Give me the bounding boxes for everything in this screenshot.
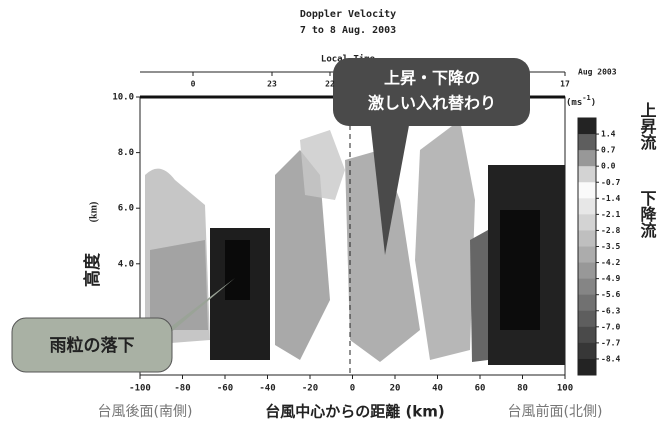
y-axis-unit: (km) [88, 202, 99, 223]
chart: Doppler Velocity 7 to 8 Aug. 2003 Local … [0, 0, 660, 427]
colorbar-tick-label: -5.6 [601, 290, 620, 299]
colorbar-swatch [578, 214, 596, 231]
colorbar-swatch [578, 182, 596, 199]
colorbar-swatch [578, 311, 596, 328]
colorbar-swatch [578, 263, 596, 280]
top-axis-note: Aug 2003 [578, 68, 617, 77]
x-tick-label: 40 [432, 384, 443, 394]
colorbar-swatch [578, 247, 596, 264]
x-tick-label: -80 [174, 384, 190, 394]
x-tick-label: 100 [557, 384, 573, 394]
colorbar-tick-label: -6.3 [601, 306, 620, 315]
downdraft-label: 下降流 [638, 190, 657, 239]
colorbar-unit-text: (ms [566, 98, 582, 108]
x-tick-label: -40 [259, 384, 275, 394]
colorbar-swatch [578, 359, 596, 376]
colorbar-swatch [578, 327, 596, 344]
exchange-text: 激しい入れ替わり [368, 94, 496, 113]
colorbar-swatch [578, 150, 596, 167]
x-tick-label: 0 [350, 384, 355, 394]
colorbar-tick-label: -0.7 [601, 178, 620, 187]
y-tick-label: 4.0 [118, 259, 134, 269]
colorbar-tick-label: -7.7 [601, 338, 620, 347]
colorbar-swatch [578, 134, 596, 151]
colorbar-tick-label: 1.4 [601, 130, 616, 139]
colorbar-tick-label: 0.7 [601, 146, 616, 155]
rain-text: 雨粒の落下 [50, 335, 135, 356]
x-tick-label: -60 [217, 384, 233, 394]
colorbar-tick-label: -2.1 [601, 210, 620, 219]
chart-title: Doppler Velocity [300, 8, 396, 20]
colorbar-tick-label: -3.5 [601, 242, 620, 251]
updraft-label: 上昇流 [638, 102, 657, 151]
colorbar-swatch [578, 295, 596, 312]
colorbar-tick-label: -7.0 [601, 322, 620, 331]
colorbar-tick-label: -8.4 [601, 354, 620, 363]
x-tick-label: -20 [302, 384, 318, 394]
top-tick-label: 22 [325, 80, 335, 89]
chart-subtitle: 7 to 8 Aug. 2003 [300, 25, 396, 36]
colorbar-tick-label: -4.2 [601, 258, 620, 267]
y-axis-label: 高度 [82, 252, 102, 287]
colorbar-tick-label: -2.8 [601, 226, 620, 235]
colorbar-swatch [578, 118, 596, 135]
colorbar-swatch [578, 198, 596, 215]
colorbar-swatch [578, 230, 596, 247]
colorbar-swatch [578, 343, 596, 360]
velocity-field [140, 98, 565, 375]
x-tick-label: 60 [475, 384, 486, 394]
y-tick-label: 6.0 [118, 204, 134, 214]
colorbar-unit-sup: -1 [582, 94, 590, 102]
x-tick-label: -100 [129, 384, 151, 394]
y-tick-label: 8.0 [118, 148, 134, 158]
colorbar-tick-label: 0.0 [601, 162, 616, 171]
colorbar-swatch [578, 166, 596, 183]
colorbar-tick-label: -4.9 [601, 274, 620, 283]
top-tick-label: 23 [267, 80, 277, 89]
top-tick-label: 0 [191, 80, 196, 89]
x-right-label: 台風前面(北側) [508, 403, 603, 420]
exchange-text: 上昇・下降の [384, 69, 480, 88]
x-tick-label: 80 [517, 384, 528, 394]
x-left-label: 台風後面(南側) [98, 404, 193, 420]
top-tick-label: 17 [560, 80, 570, 89]
colorbar-swatch [578, 279, 596, 296]
colorbar-unit: (ms-1) [566, 94, 596, 108]
colorbar-unit-close: ) [591, 98, 596, 108]
colorbar-tick-label: -1.4 [601, 194, 620, 203]
x-tick-label: 20 [390, 384, 401, 394]
y-tick-label: 10.0 [112, 93, 134, 103]
x-axis-label: 台風中心からの距離 (km) [265, 403, 445, 421]
